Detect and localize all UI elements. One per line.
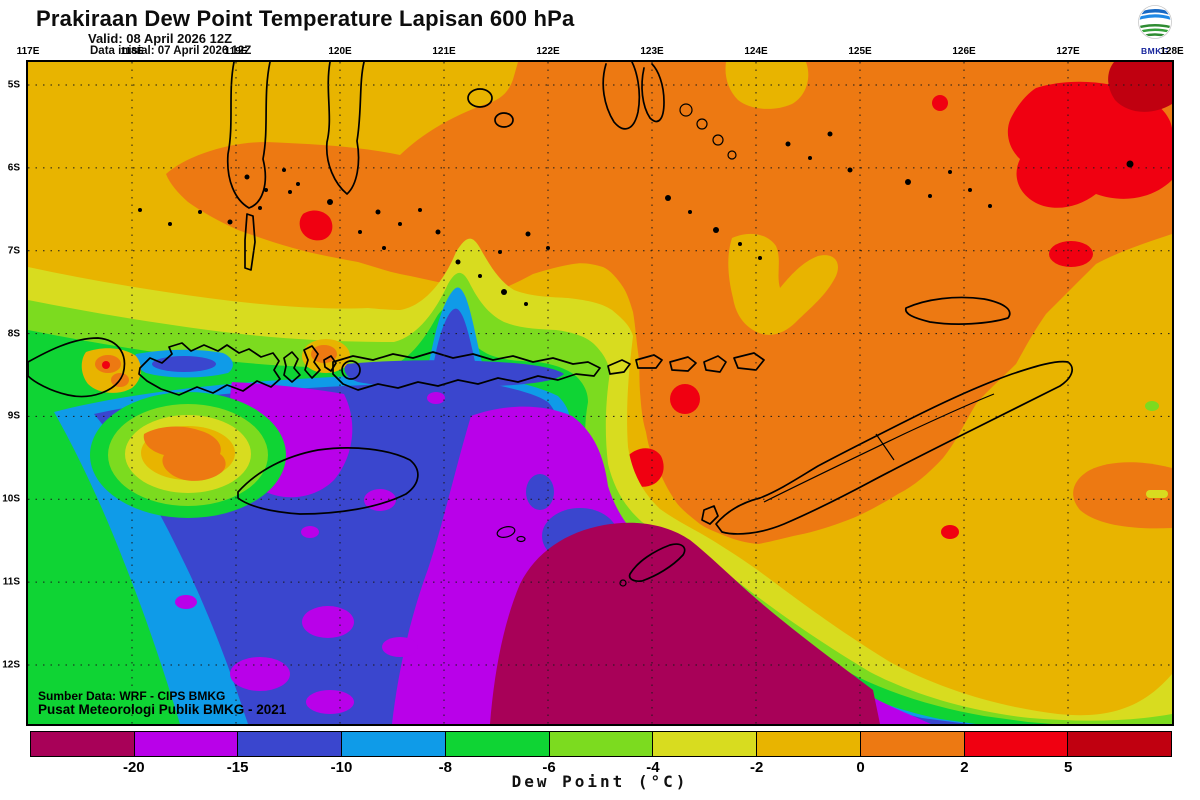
colorbar-segment (31, 732, 134, 756)
longitude-tick-label: 117E (16, 46, 40, 57)
colorbar-tick-label: -20 (122, 759, 145, 776)
islet-dots (138, 131, 1134, 306)
colorbar-segment (133, 732, 238, 756)
source-org-label: Pusat Meteorologi Publik BMKG - 2021 (38, 702, 287, 717)
latitude-tick-label: 9S (7, 410, 20, 422)
latitude-tick-label: 8S (7, 328, 20, 340)
longitude-tick-label: 127E (1056, 46, 1080, 57)
longitude-tick-label: 126E (952, 46, 976, 57)
latitude-tick-label: 7S (7, 245, 20, 257)
longitude-axis: 117E 118E 119E 120E 121E 122E 123E 124E 125E 126E… (17, 46, 1184, 59)
colorbar-tick-label: 5 (1064, 759, 1073, 776)
latitude-tick-label: 12S (2, 659, 20, 671)
colorbar-tick-label: -15 (226, 759, 249, 776)
bmkg-logo-text: BMKG (1141, 46, 1169, 56)
valid-time-label: Valid: 08 April 2026 12Z (88, 31, 233, 46)
latitude-tick-label: 10S (2, 493, 20, 505)
colorbar (30, 731, 1172, 757)
longitude-tick-label: 128E (1160, 46, 1184, 57)
longitude-tick-label: 119E (224, 46, 248, 57)
colorbar-segment (1067, 732, 1172, 756)
colorbar-tick-label: -4 (646, 759, 660, 776)
colorbar-segment (444, 732, 549, 756)
map-frame (26, 60, 1174, 726)
colorbar-segment (341, 732, 445, 756)
coastlines (28, 62, 1073, 587)
longitude-tick-label: 120E (328, 46, 352, 57)
colorbar-segment (963, 732, 1068, 756)
longitude-tick-label: 123E (640, 46, 664, 57)
latitude-tick-label: 6S (7, 162, 20, 174)
colorbar-ticks: -20 -15 -10 -8 -6 -4 -2 0 2 5 (30, 759, 1172, 777)
longitude-tick-label: 125E (848, 46, 872, 57)
colorbar-segment (756, 732, 860, 756)
latitude-tick-label: 11S (2, 576, 20, 588)
colorbar-tick-label: -2 (750, 759, 764, 776)
forecast-map (28, 62, 1172, 724)
grid-lines (28, 62, 1172, 724)
colorbar-segment (859, 732, 964, 756)
longitude-tick-label: 118E (120, 46, 144, 57)
bmkg-logo-icon (1138, 5, 1172, 39)
colorbar-tick-label: -10 (330, 759, 353, 776)
longitude-tick-label: 121E (432, 46, 456, 57)
page-title: Prakiraan Dew Point Temperature Lapisan … (36, 6, 575, 31)
bmkg-logo: BMKG (1132, 3, 1178, 56)
colorbar-tick-label: 2 (960, 759, 969, 776)
init-time-label: Data inisial: 07 April 2026 12Z (90, 45, 252, 57)
latitude-axis: 5S 6S 7S 8S 9S 10S 11S 12S (0, 62, 23, 724)
colorbar-label: Dew Point (°C) (511, 772, 689, 791)
colorbar-segment (237, 732, 342, 756)
longitude-tick-label: 122E (536, 46, 560, 57)
colorbar-tick-label: -8 (438, 759, 452, 776)
colorbar-segment (548, 732, 653, 756)
colorbar-tick-label: 0 (856, 759, 865, 776)
source-data-label: Sumber Data: WRF - CIPS BMKG (38, 689, 226, 703)
dewpoint-field (28, 62, 1172, 724)
colorbar-segment (652, 732, 757, 756)
longitude-tick-label: 124E (744, 46, 768, 57)
colorbar-tick-label: -6 (542, 759, 556, 776)
latitude-tick-label: 5S (7, 79, 20, 91)
